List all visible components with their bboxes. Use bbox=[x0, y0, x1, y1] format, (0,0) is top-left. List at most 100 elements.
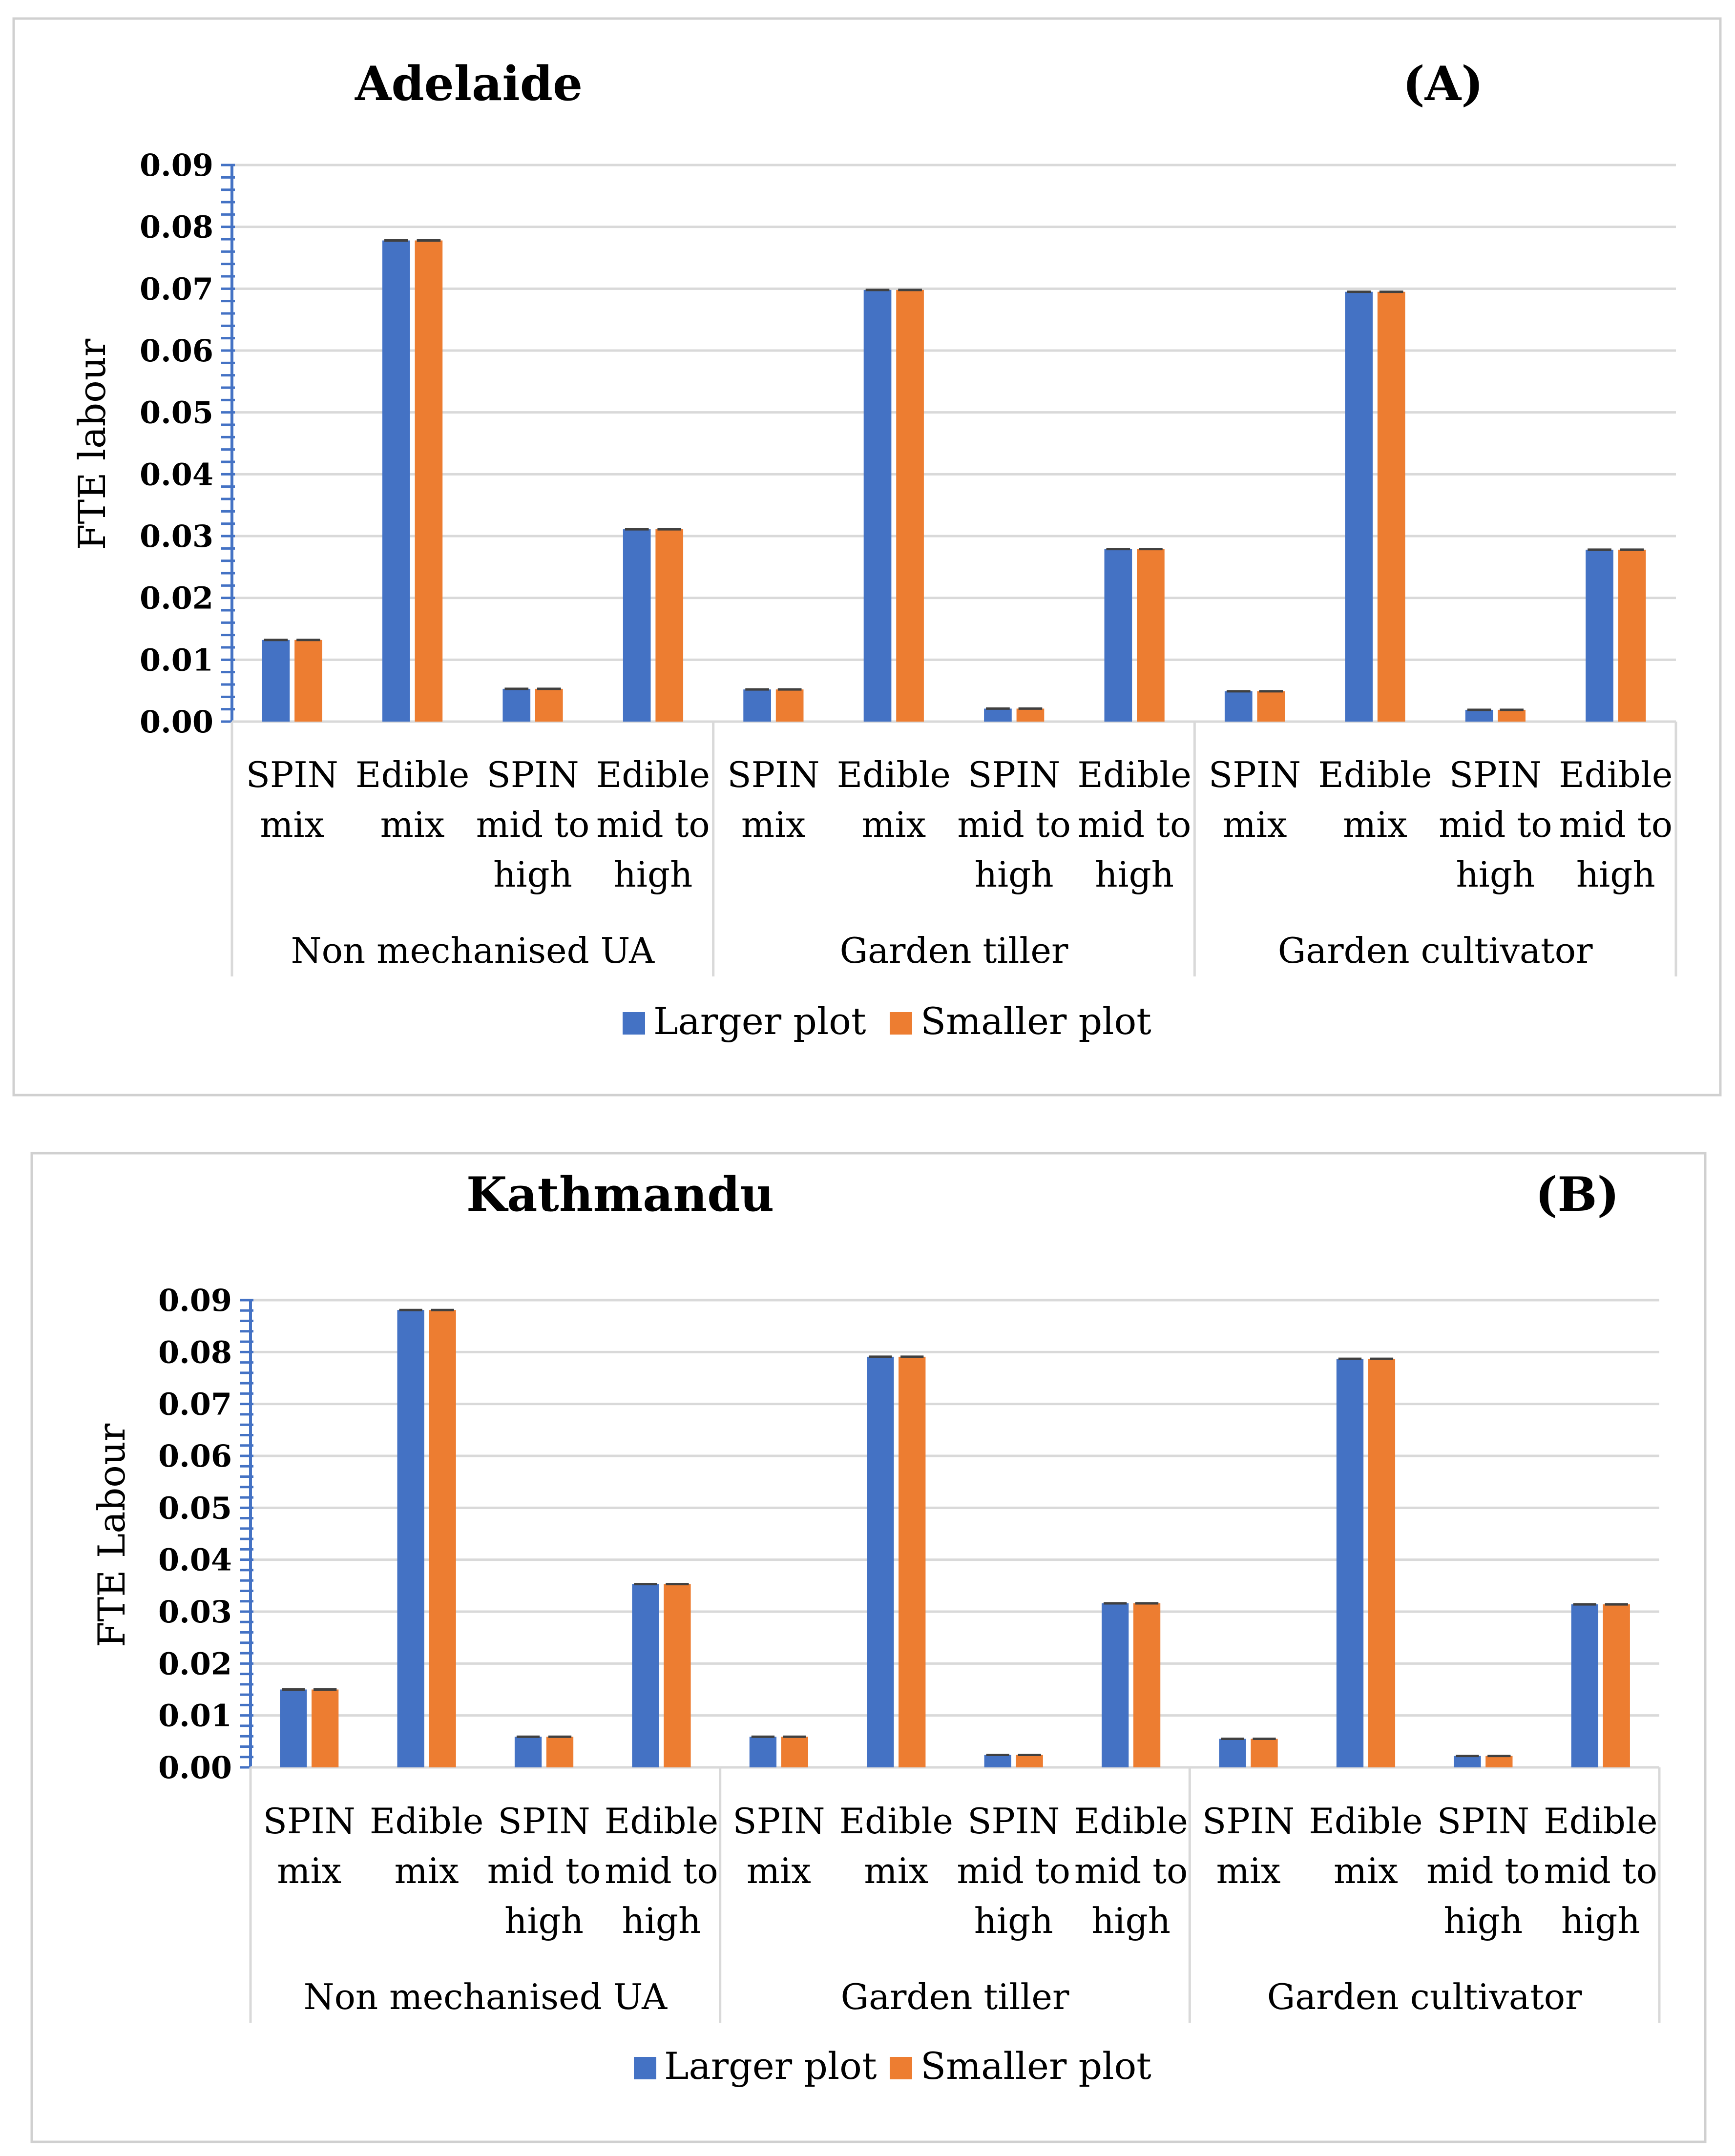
category-label: mid to bbox=[1078, 804, 1192, 845]
category-label: high bbox=[504, 1900, 584, 1941]
category-label: mid to bbox=[476, 804, 590, 845]
category-label: SPIN bbox=[967, 1801, 1060, 1842]
y-tick-label: 0.06 bbox=[140, 333, 213, 369]
category-label: mid to bbox=[957, 1850, 1070, 1891]
category-label: Edible bbox=[1544, 1801, 1657, 1842]
panel-label: (A) bbox=[1402, 56, 1483, 111]
category-label: mix bbox=[380, 804, 445, 845]
category-label: Edible bbox=[1074, 1801, 1188, 1842]
bar-larger-plot bbox=[1465, 709, 1493, 722]
bar-smaller-plot bbox=[1377, 291, 1405, 722]
category-label: high bbox=[1091, 1900, 1171, 1941]
group-label: Garden cultivator bbox=[1267, 1976, 1582, 2017]
category-label: high bbox=[614, 854, 693, 895]
category-label: mid to bbox=[487, 1850, 601, 1891]
chart-title: Kathmandu bbox=[466, 1167, 774, 1222]
y-tick-label: 0.03 bbox=[140, 518, 213, 554]
category-label: mix bbox=[1223, 804, 1287, 845]
bar-smaller-plot bbox=[1603, 1604, 1630, 1767]
bar-smaller-plot bbox=[415, 240, 443, 722]
bar-larger-plot bbox=[623, 529, 651, 722]
group-label: Garden tiller bbox=[841, 1976, 1069, 2017]
y-tick-label: 0.00 bbox=[140, 704, 213, 740]
category-label: Edible bbox=[839, 1801, 953, 1842]
bar-larger-plot bbox=[1586, 549, 1613, 722]
bar-larger-plot bbox=[984, 1755, 1011, 1767]
legend-label-smaller-plot: Smaller plot bbox=[920, 2044, 1151, 2088]
chart-panel-kathmandu: Kathmandu (B) 0.00 0.01 0.02 0.03 0.04 0.05 0.06… bbox=[30, 1152, 1707, 2143]
legend-label-smaller-plot: Smaller plot bbox=[920, 999, 1151, 1043]
category-label: high bbox=[1576, 854, 1655, 895]
bar-smaller-plot bbox=[896, 290, 924, 722]
y-tick-label: 0.05 bbox=[158, 1490, 232, 1526]
bar-smaller-plot bbox=[312, 1689, 339, 1767]
y-tick-label: 0.05 bbox=[140, 395, 213, 431]
category-label: SPIN bbox=[246, 754, 338, 795]
bar-smaller-plot bbox=[781, 1737, 808, 1767]
category-label: mix bbox=[864, 1850, 928, 1891]
category-label: mid to bbox=[1426, 1850, 1540, 1891]
bar-larger-plot bbox=[1454, 1756, 1481, 1767]
legend-swatch-smaller-plot bbox=[890, 1012, 912, 1035]
y-tick-label: 0.08 bbox=[140, 209, 213, 245]
legend-label-larger-plot: Larger plot bbox=[664, 2044, 877, 2088]
bar-larger-plot bbox=[863, 290, 892, 722]
category-label: SPIN bbox=[968, 754, 1060, 795]
bar-smaller-plot bbox=[535, 688, 563, 722]
y-tick-label: 0.06 bbox=[158, 1438, 232, 1474]
y-tick-label: 0.03 bbox=[158, 1594, 232, 1630]
category-label: mix bbox=[747, 1850, 811, 1891]
category-label: Edible bbox=[596, 754, 710, 795]
category-label: SPIN bbox=[1209, 754, 1301, 795]
y-tick-label: 0.07 bbox=[158, 1387, 232, 1422]
bar-smaller-plot bbox=[655, 529, 684, 722]
bar-larger-plot bbox=[743, 689, 771, 722]
bar-larger-plot bbox=[1345, 291, 1373, 722]
bar-smaller-plot bbox=[775, 689, 804, 722]
category-label: high bbox=[974, 1900, 1053, 1941]
y-tick-label: 0.08 bbox=[158, 1334, 232, 1370]
bar-smaller-plot bbox=[1137, 549, 1165, 722]
y-tick-label: 0.01 bbox=[140, 642, 213, 678]
category-label: mix bbox=[277, 1850, 341, 1891]
group-label: Non mechanised UA bbox=[291, 930, 655, 971]
y-tick-label: 0.01 bbox=[158, 1698, 232, 1734]
y-tick-label: 0.02 bbox=[140, 580, 213, 616]
y-axis-title: FTE labour bbox=[70, 338, 114, 550]
bar-larger-plot bbox=[262, 640, 290, 722]
y-tick-label: 0.04 bbox=[140, 456, 213, 492]
bar-larger-plot bbox=[382, 240, 410, 722]
category-label: Edible bbox=[837, 754, 951, 795]
y-axis-title: FTE Labour bbox=[90, 1423, 133, 1647]
bar-smaller-plot bbox=[664, 1584, 691, 1767]
panel-label: (B) bbox=[1535, 1167, 1619, 1222]
category-label: SPIN bbox=[1449, 754, 1542, 795]
bar-larger-plot bbox=[502, 688, 531, 722]
bar-smaller-plot bbox=[1498, 709, 1526, 722]
category-label: Edible bbox=[370, 1801, 483, 1842]
category-label: mix bbox=[1343, 804, 1407, 845]
category-label: Edible bbox=[1559, 754, 1672, 795]
group-label: Garden tiller bbox=[840, 930, 1068, 971]
y-tick-label: 0.07 bbox=[140, 271, 213, 307]
bar-smaller-plot bbox=[1133, 1603, 1161, 1767]
legend-swatch-larger-plot bbox=[634, 2057, 656, 2079]
bar-larger-plot bbox=[1571, 1604, 1598, 1767]
category-label: SPIN bbox=[1437, 1801, 1529, 1842]
category-label: SPIN bbox=[263, 1801, 355, 1842]
category-label: mid to bbox=[957, 804, 1071, 845]
bar-smaller-plot bbox=[1618, 549, 1646, 722]
bar-larger-plot bbox=[1224, 691, 1253, 722]
bar-larger-plot bbox=[1104, 549, 1132, 722]
y-tick-label: 0.02 bbox=[158, 1646, 232, 1681]
bar-larger-plot bbox=[632, 1584, 659, 1767]
bar-larger-plot bbox=[280, 1689, 307, 1767]
chart-title: Adelaide bbox=[355, 56, 583, 111]
category-label: Edible bbox=[1309, 1801, 1422, 1842]
category-label: high bbox=[622, 1900, 701, 1941]
y-tick-label: 0.09 bbox=[140, 147, 213, 183]
bar-smaller-plot bbox=[1485, 1756, 1513, 1767]
bar-larger-plot bbox=[514, 1737, 542, 1767]
category-label: mix bbox=[1216, 1850, 1281, 1891]
group-label: Garden cultivator bbox=[1278, 930, 1593, 971]
